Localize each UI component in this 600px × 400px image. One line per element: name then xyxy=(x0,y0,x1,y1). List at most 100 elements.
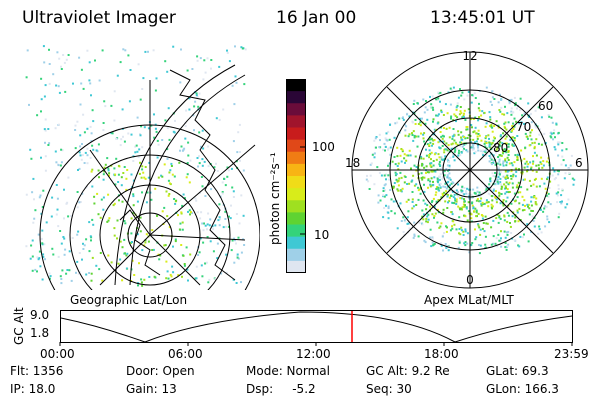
emission-pixel xyxy=(477,146,479,149)
emission-pixel xyxy=(152,248,155,251)
emission-pixel xyxy=(462,116,465,118)
emission-pixel xyxy=(544,187,547,190)
emission-pixel xyxy=(421,215,424,218)
emission-pixel xyxy=(477,149,480,152)
emission-pixel xyxy=(477,223,480,226)
emission-pixel xyxy=(507,154,510,156)
emission-pixel xyxy=(502,160,505,163)
emission-pixel xyxy=(438,140,441,143)
emission-pixel xyxy=(25,245,28,248)
emission-pixel xyxy=(429,228,432,231)
emission-pixel xyxy=(517,220,520,223)
emission-pixel xyxy=(216,257,219,260)
emission-pixel xyxy=(129,69,132,71)
emission-pixel xyxy=(472,131,475,134)
emission-pixel xyxy=(466,137,469,139)
emission-pixel xyxy=(508,162,511,165)
emission-pixel xyxy=(42,253,45,256)
emission-pixel xyxy=(551,121,554,124)
emission-pixel xyxy=(181,228,184,231)
emission-pixel xyxy=(487,134,490,137)
emission-pixel xyxy=(532,160,535,163)
emission-pixel xyxy=(116,74,119,77)
emission-pixel xyxy=(451,227,454,230)
emission-pixel xyxy=(441,145,444,147)
emission-pixel xyxy=(466,128,469,131)
emission-pixel xyxy=(530,209,533,212)
emission-pixel xyxy=(44,141,46,144)
emission-pixel xyxy=(529,131,532,134)
emission-pixel xyxy=(498,181,501,184)
emission-pixel xyxy=(505,191,508,193)
emission-pixel xyxy=(512,211,515,214)
emission-pixel xyxy=(509,138,512,141)
emission-pixel xyxy=(97,143,100,146)
emission-pixel xyxy=(417,186,419,189)
orbit-xtick-2: 12:00 xyxy=(296,347,331,361)
emission-pixel xyxy=(449,156,452,159)
emission-pixel xyxy=(439,182,442,185)
emission-pixel xyxy=(422,213,425,216)
emission-pixel xyxy=(519,97,522,100)
emission-pixel xyxy=(127,132,130,135)
emission-pixel xyxy=(500,187,503,190)
emission-pixel xyxy=(480,204,483,207)
emission-pixel xyxy=(466,94,469,97)
emission-pixel xyxy=(506,245,509,248)
emission-pixel xyxy=(488,155,491,157)
emission-pixel xyxy=(436,208,439,211)
emission-pixel xyxy=(179,81,182,84)
emission-pixel xyxy=(435,191,438,194)
emission-pixel xyxy=(108,174,110,177)
emission-pixel xyxy=(200,264,203,267)
emission-pixel xyxy=(535,185,538,188)
emission-pixel xyxy=(193,129,195,132)
emission-pixel xyxy=(393,156,396,158)
emission-pixel xyxy=(235,242,237,245)
emission-pixel xyxy=(443,232,446,234)
emission-pixel xyxy=(521,171,524,174)
emission-pixel xyxy=(125,177,128,180)
emission-pixel xyxy=(57,225,60,228)
emission-pixel xyxy=(405,154,408,157)
emission-pixel xyxy=(430,138,433,141)
emission-pixel xyxy=(538,128,541,131)
emission-pixel xyxy=(552,132,555,135)
emission-pixel xyxy=(93,195,96,198)
emission-pixel xyxy=(464,204,466,207)
emission-pixel xyxy=(54,150,57,153)
colorbar-band xyxy=(286,248,306,262)
emission-pixel xyxy=(530,231,533,233)
emission-pixel xyxy=(36,256,39,259)
emission-pixel xyxy=(101,49,104,52)
emission-pixel xyxy=(491,155,494,158)
emission-pixel xyxy=(78,151,81,154)
emission-pixel xyxy=(526,188,529,191)
emission-pixel xyxy=(240,46,243,49)
emission-pixel xyxy=(91,185,94,188)
emission-pixel xyxy=(133,274,136,276)
emission-pixel xyxy=(485,122,488,125)
emission-pixel xyxy=(439,225,442,228)
emission-pixel xyxy=(231,239,234,242)
emission-pixel xyxy=(456,191,459,193)
emission-pixel xyxy=(452,86,455,89)
emission-pixel xyxy=(121,200,124,203)
emission-pixel xyxy=(132,160,135,162)
emission-pixel xyxy=(195,92,198,95)
emission-pixel xyxy=(532,162,534,165)
emission-pixel xyxy=(461,190,464,192)
emission-pixel xyxy=(167,107,170,110)
emission-pixel xyxy=(528,179,531,182)
emission-pixel xyxy=(88,61,91,64)
emission-pixel xyxy=(478,226,481,229)
emission-pixel xyxy=(40,77,43,80)
emission-pixel xyxy=(368,188,371,190)
emission-pixel xyxy=(516,107,518,110)
emission-pixel xyxy=(464,230,467,233)
emission-pixel xyxy=(557,131,560,134)
emission-pixel xyxy=(142,77,145,80)
emission-pixel xyxy=(484,185,487,188)
emission-pixel xyxy=(494,183,497,186)
emission-pixel xyxy=(434,212,437,215)
